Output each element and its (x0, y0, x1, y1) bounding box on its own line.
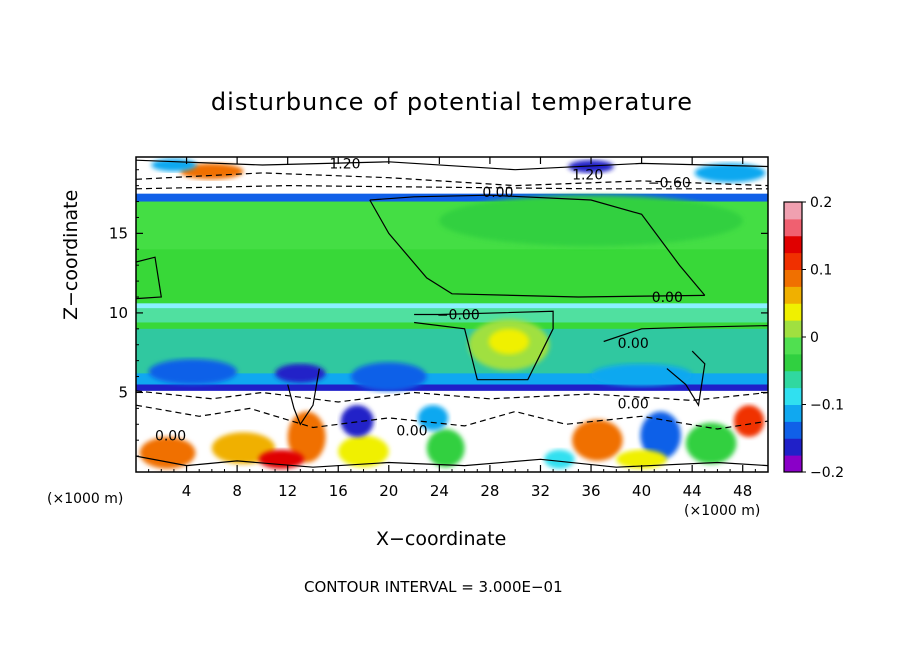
x-axis-label: X−coordinate (376, 528, 507, 550)
contour-convective-1 (287, 368, 320, 426)
field-patch (572, 419, 623, 461)
field-patch (426, 429, 465, 468)
field-band-thin (136, 303, 768, 309)
field-patch (148, 359, 238, 385)
contour-zero-left (136, 256, 162, 300)
x-tick-label: 20 (379, 482, 398, 500)
colorbar-tick-label: 0.1 (810, 263, 832, 279)
x-unit-left: (×1000 m) (47, 491, 124, 507)
y-tick-label: 5 (118, 383, 128, 401)
colorbar-swatch (784, 438, 802, 456)
x-tick-label: 4 (182, 482, 192, 500)
x-tick-label: 28 (480, 482, 499, 500)
x-tick-label: 36 (581, 482, 600, 500)
contour-label: 1.20 (329, 156, 360, 172)
field-patch (350, 362, 427, 391)
contour-low-3 (136, 455, 768, 468)
field-patch (685, 422, 737, 465)
y-axis-label: Z−coordinate (60, 189, 82, 320)
x-tick-label: 44 (683, 482, 702, 500)
field-patch (417, 405, 449, 431)
field-patch (139, 437, 196, 469)
contour-label: −0.00 (437, 308, 480, 324)
x-tick-label: 48 (733, 482, 752, 500)
field-patch (616, 449, 667, 469)
colorbar-swatch (784, 218, 802, 237)
colorbar-tick-label: −0.2 (810, 465, 844, 481)
field-patch (439, 195, 743, 247)
field-patch (544, 449, 575, 469)
field-patch (640, 411, 681, 460)
x-tick-label: 24 (430, 482, 449, 500)
colorbar-tick-label: 0 (810, 330, 819, 346)
contour-zero-right (603, 325, 768, 343)
contour-label: 0.00 (618, 336, 649, 352)
contour-label: 1.20 (572, 168, 603, 184)
contour-zero-cell (414, 310, 554, 381)
contour-convective-2 (666, 350, 706, 407)
colorbar-swatch (784, 370, 802, 389)
field-patch (211, 432, 276, 465)
x-tick-label: 40 (632, 482, 651, 500)
contour-low-2 (136, 404, 768, 430)
x-tick-label: 16 (329, 482, 348, 500)
colorbar-tick-label: 0.2 (810, 195, 832, 211)
contour-low-1 (136, 390, 768, 403)
chart-title: disturbunce of potential temperature (210, 88, 694, 116)
field-patch (340, 405, 374, 437)
contour-label: 0.00 (652, 290, 683, 306)
contour-strat-3 (136, 184, 768, 190)
field-patch (733, 405, 765, 437)
x-unit-right: (×1000 m) (684, 503, 761, 519)
y-tick-label: 15 (109, 224, 128, 242)
x-axis-ticks: 4 8 12 16 20 24 28 32 36 40 44 48 (148, 157, 756, 500)
field-patch (287, 411, 326, 463)
colorbar-swatch (784, 455, 802, 473)
contour-label: 0.00 (396, 424, 427, 440)
field-patch (488, 328, 530, 355)
x-tick-label: 8 (232, 482, 242, 500)
colorbar-swatch (784, 387, 802, 405)
contour-label: 0.00 (618, 397, 649, 413)
colorbar-swatch (784, 353, 802, 372)
colorbar-swatch (784, 235, 802, 254)
field-band-strat (136, 157, 768, 194)
field-patch (180, 163, 244, 180)
contour-zero-upper-left (369, 199, 705, 298)
contour-strat-1 (136, 159, 768, 171)
colorbar-swatch (784, 421, 802, 439)
colorbar-tick-label: −0.1 (810, 398, 844, 414)
field-patch (275, 363, 326, 383)
colorbar-swatch (784, 269, 802, 287)
colorbar-swatch (784, 337, 802, 355)
contour-zero-upper (369, 194, 706, 296)
colorbar: 0.2 0.1 0 −0.1 −0.2 (783, 195, 844, 481)
field-patch (338, 435, 389, 468)
x-tick-label: 32 (531, 482, 550, 500)
colorbar-swatch (784, 286, 802, 304)
contour-label: 0.00 (482, 185, 513, 201)
contour-label: −0.60 (648, 175, 691, 191)
temperature-field (136, 157, 768, 472)
colorbar-swatch (784, 202, 802, 220)
colorbar-swatch (784, 404, 802, 422)
field-band-top-blue (136, 193, 768, 202)
contour-labels: 1.20 1.20 −0.60 0.00 0.00 −0.00 0.00 0.00 0.00 0.… (155, 156, 691, 444)
y-tick-label: 10 (109, 304, 128, 322)
y-axis-ticks: 5 10 15 (109, 169, 768, 457)
field-patch (694, 163, 766, 183)
contour-strat-2 (136, 172, 768, 187)
contour-lines (136, 159, 768, 468)
field-patch (568, 160, 614, 173)
colorbar-swatch (784, 252, 802, 270)
colorbar-swatch (784, 320, 802, 338)
colorbar-swatch (784, 303, 802, 321)
field-band-darkblue (136, 384, 768, 391)
contour-interval-note: CONTOUR INTERVAL = 3.000E−01 (304, 578, 563, 596)
field-patch (591, 363, 693, 387)
contour-label: 0.00 (155, 428, 186, 444)
x-tick-label: 12 (278, 482, 297, 500)
